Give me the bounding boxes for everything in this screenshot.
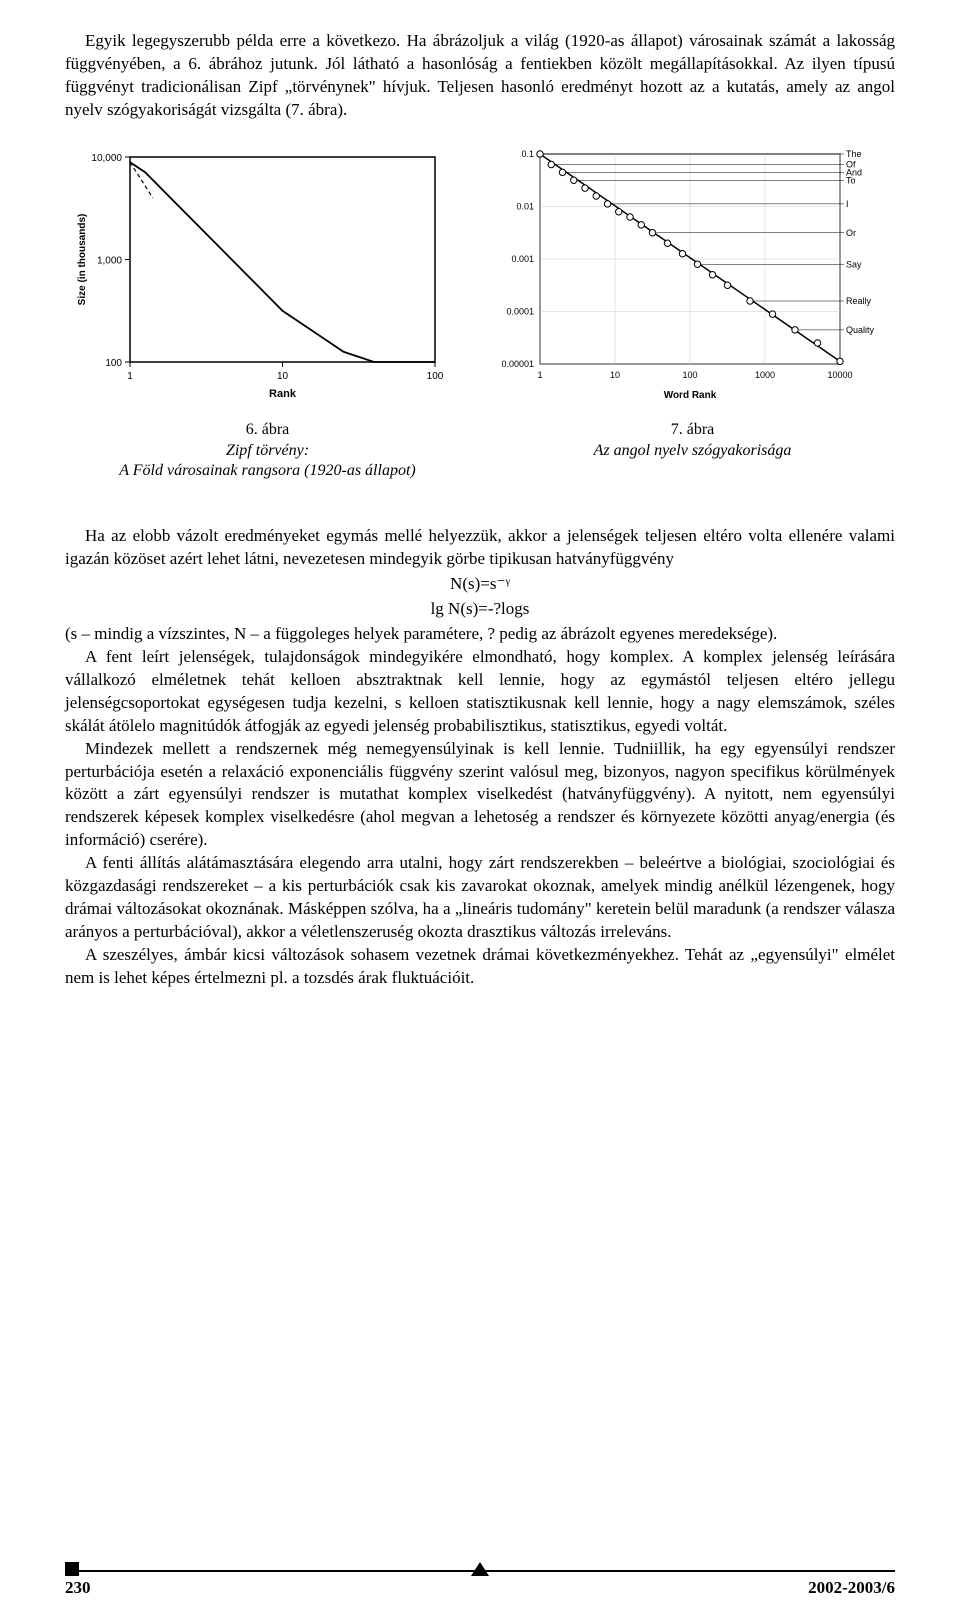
issue-id: 2002-2003/6 [808, 1577, 895, 1600]
svg-text:1: 1 [127, 371, 133, 382]
figure-7-caption: 7. ábra Az angol nyelv szógyakorisága [490, 412, 895, 482]
svg-text:I: I [846, 199, 849, 209]
svg-text:0.01: 0.01 [516, 201, 534, 211]
intro-paragraph: Egyik legegyszerubb példa erre a követke… [65, 30, 895, 122]
svg-text:10: 10 [610, 370, 620, 380]
figure-6-caption: 6. ábra Zipf törvény: A Föld városainak … [65, 412, 470, 482]
formula-1: N(s)=s⁻ᵞ [65, 573, 895, 596]
figure-6: 100 1,000 10,000 1 10 100 Rank Size (in thousan… [65, 142, 455, 402]
body-p4: A fent leírt jelenségek, tulajdonságok m… [65, 646, 895, 738]
fig6-sub: A Föld városainak rangsora (1920-as álla… [119, 462, 415, 479]
body-p5: Mindezek mellett a rendszernek még nemeg… [65, 738, 895, 853]
body-p2: Ha az elobb vázolt eredményeket egymás m… [65, 525, 895, 571]
svg-text:1,000: 1,000 [97, 255, 122, 266]
svg-text:0.001: 0.001 [511, 254, 534, 264]
svg-text:100: 100 [682, 370, 697, 380]
svg-text:0.00001: 0.00001 [501, 359, 534, 369]
fig7-title: Az angol nyelv szógyakorisága [594, 442, 792, 459]
svg-text:0.0001: 0.0001 [506, 306, 534, 316]
body-p6: A fenti állítás alátámasztására elegendo… [65, 852, 895, 944]
captions-row: 6. ábra Zipf törvény: A Föld városainak … [65, 412, 895, 482]
svg-text:To: To [846, 175, 856, 185]
charts-row: 100 1,000 10,000 1 10 100 Rank Size (in thousan… [65, 142, 895, 402]
svg-text:10: 10 [277, 371, 289, 382]
svg-text:Size (in thousands): Size (in thousands) [77, 213, 88, 305]
page-footer: 230 2002-2003/6 [65, 1577, 895, 1600]
page-number: 230 [65, 1577, 91, 1600]
svg-text:100: 100 [427, 371, 444, 382]
figure-6-plot: 100 1,000 10,000 1 10 100 Rank Size (in thousan… [65, 142, 455, 402]
svg-text:1000: 1000 [755, 370, 775, 380]
fig6-num: 6. ábra [246, 421, 290, 438]
svg-text:0.1: 0.1 [521, 149, 534, 159]
svg-text:10,000: 10,000 [91, 153, 122, 164]
svg-text:Really: Really [846, 296, 872, 306]
svg-text:Quality: Quality [846, 325, 875, 335]
figure-7-plot: 0.00001 0.0001 0.001 0.01 0.1 1 10 100 1000 10000… [475, 142, 895, 402]
svg-text:10000: 10000 [827, 370, 852, 380]
svg-text:The: The [846, 149, 862, 159]
formula-2: lg N(s)=-?logs [65, 598, 895, 621]
body-p3: (s – mindig a vízszintes, N – a függoleg… [65, 623, 895, 646]
svg-text:1: 1 [537, 370, 542, 380]
fig7-num: 7. ábra [671, 421, 715, 438]
svg-text:Or: Or [846, 228, 856, 238]
figure-7: 0.00001 0.0001 0.001 0.01 0.1 1 10 100 1000 10000… [475, 142, 895, 402]
body-p7: A szeszélyes, ámbár kicsi változások soh… [65, 944, 895, 990]
svg-text:Say: Say [846, 259, 862, 269]
footer-square-icon [65, 1562, 79, 1576]
svg-text:Word Rank: Word Rank [664, 390, 717, 401]
svg-text:Rank: Rank [269, 388, 297, 400]
fig6-title: Zipf törvény: [226, 442, 309, 459]
svg-text:100: 100 [105, 358, 122, 369]
footer-triangle-icon [471, 1562, 489, 1576]
